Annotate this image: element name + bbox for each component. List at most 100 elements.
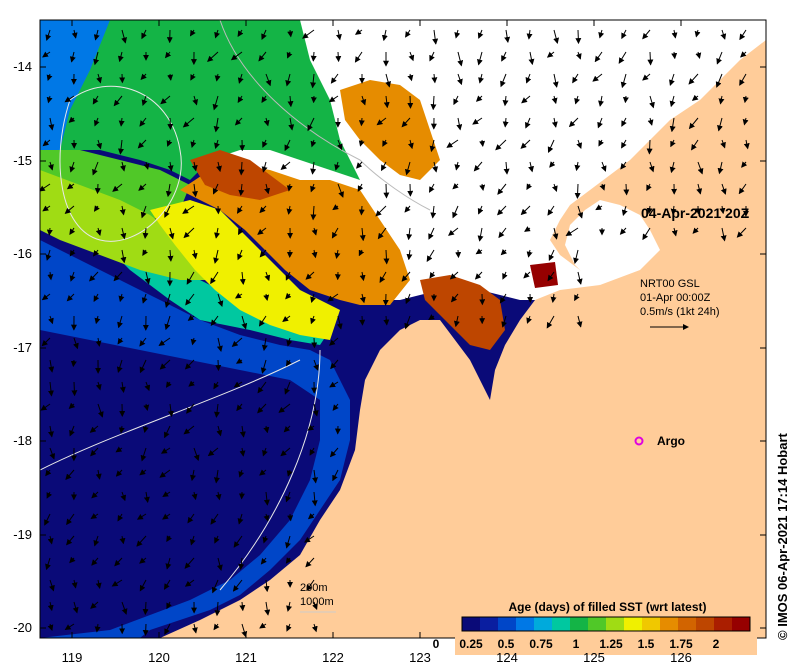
current-arrow [69, 51, 76, 63]
colorbar-tick: 0 [432, 637, 440, 651]
current-arrow [312, 403, 319, 417]
current-arrow [259, 469, 267, 476]
current-arrow [642, 227, 651, 241]
current-arrow [546, 315, 555, 329]
current-arrow [549, 161, 556, 168]
current-arrow [90, 447, 99, 457]
current-arrow [143, 161, 150, 170]
current-arrow [167, 117, 174, 130]
current-arrow [594, 51, 603, 63]
current-arrow [497, 183, 507, 195]
current-arrow [576, 139, 583, 149]
current-arrow [95, 337, 102, 347]
current-arrow [46, 227, 53, 236]
current-arrow [188, 380, 195, 387]
current-arrow [429, 51, 435, 62]
current-arrow [239, 447, 246, 457]
current-arrow [407, 139, 414, 150]
current-arrow [192, 95, 199, 106]
current-arrow [669, 161, 676, 174]
current-arrow [334, 249, 341, 259]
current-arrow [335, 51, 342, 63]
current-arrow [383, 249, 390, 265]
current-arrow [89, 425, 99, 433]
current-arrow [167, 73, 174, 81]
colorbar-swatch [624, 617, 643, 631]
current-arrow [241, 315, 248, 330]
current-arrow [70, 359, 77, 368]
current-arrow [743, 139, 750, 150]
current-arrow [311, 249, 318, 259]
current-arrow [162, 513, 171, 520]
y-tick-label: -14 [13, 59, 32, 74]
band-orange [180, 165, 410, 305]
current-arrow [190, 337, 197, 346]
current-arrow [265, 73, 272, 87]
current-arrow [120, 249, 127, 264]
current-arrow [42, 205, 51, 212]
current-arrow [230, 51, 243, 61]
y-tick-label: -19 [13, 527, 32, 542]
current-arrow [359, 271, 366, 282]
current-arrow [331, 227, 339, 239]
current-arrow [93, 29, 100, 41]
y-tick-label: -17 [13, 340, 32, 355]
current-arrow [190, 73, 196, 81]
current-arrow [141, 95, 148, 106]
current-arrow [574, 95, 580, 105]
current-arrow [332, 403, 339, 411]
current-arrow [621, 117, 627, 127]
current-arrow [334, 161, 341, 171]
current-arrow [120, 491, 127, 502]
current-arrow [455, 249, 462, 259]
x-tick-label: 122 [322, 650, 344, 665]
current-arrow [259, 205, 267, 214]
current-arrow [502, 95, 509, 107]
current-arrow [46, 73, 53, 82]
current-arrow [69, 556, 76, 564]
current-arrow [688, 117, 699, 130]
current-arrow [184, 557, 195, 569]
band-green [60, 20, 360, 180]
current-arrow [64, 623, 75, 631]
credit-line: © IMOS 06-Apr-2021 17:14 Hobart [775, 433, 790, 640]
current-arrow [159, 469, 171, 478]
colorbar-swatch [570, 617, 589, 631]
current-arrow [118, 425, 125, 434]
current-arrow [90, 601, 99, 609]
current-arrow [44, 513, 51, 526]
current-arrow [575, 51, 582, 60]
current-arrow [189, 535, 196, 546]
current-arrow [285, 557, 292, 564]
current-arrow [720, 227, 727, 242]
x-tick-label: 120 [148, 650, 170, 665]
current-arrow [286, 469, 293, 477]
current-arrow [429, 271, 436, 279]
current-arrow [430, 95, 437, 111]
current-arrow [408, 51, 415, 62]
current-arrow [167, 249, 174, 262]
current-arrow [258, 315, 267, 327]
current-arrow [95, 469, 102, 480]
current-arrow [565, 227, 579, 237]
current-arrow [191, 491, 198, 501]
current-arrow [375, 205, 387, 217]
current-arrow [164, 425, 171, 439]
current-arrow [40, 403, 51, 411]
current-arrow [285, 271, 292, 281]
current-arrow [620, 161, 627, 170]
current-arrow [237, 95, 244, 104]
current-arrow [310, 51, 317, 62]
current-arrow [69, 271, 76, 282]
current-arrow [452, 205, 459, 219]
current-legend-date: 01-Apr 00:00Z [640, 292, 711, 304]
current-arrow [432, 161, 439, 173]
current-arrow [286, 337, 293, 347]
colorbar-tick: 1.75 [669, 637, 693, 651]
credit-text: IMOS 06-Apr-2021 17:14 Hobart [775, 433, 790, 627]
current-arrow [237, 249, 243, 261]
current-arrow [215, 359, 222, 372]
colorbar-tick: 1 [572, 637, 580, 651]
current-arrow [187, 513, 195, 524]
